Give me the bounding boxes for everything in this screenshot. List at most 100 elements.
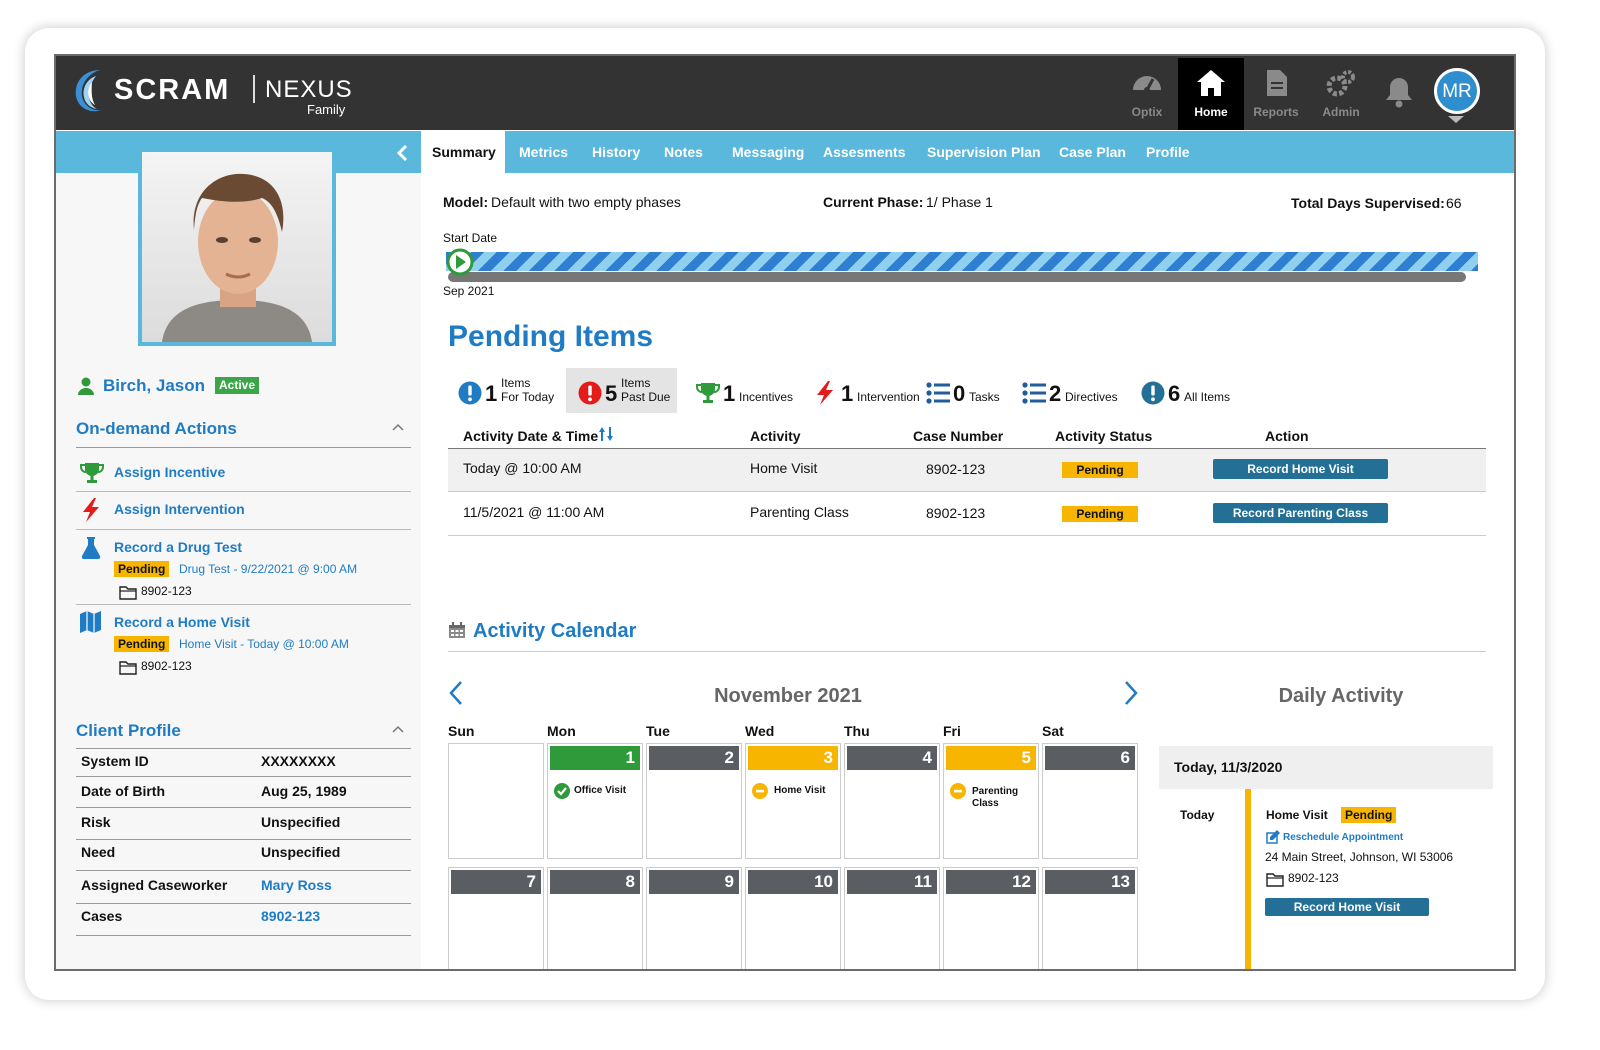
action-button[interactable]: Record Parenting Class <box>1213 503 1388 523</box>
day-header: 2 <box>649 746 739 770</box>
counter-icon-part <box>817 381 833 405</box>
action-icon-part <box>85 463 99 476</box>
notifications-bell-part <box>1386 78 1412 100</box>
section-heading: Activity Calendar <box>473 620 637 642</box>
avatar-initials: MR <box>1442 81 1472 102</box>
action-link[interactable]: Record a Drug Test <box>114 539 243 555</box>
nav-icon-part <box>1341 70 1355 84</box>
event-icon-part <box>756 789 764 793</box>
summary-label: Total Days Supervised: <box>1291 195 1445 211</box>
day-number: 6 <box>1120 748 1130 767</box>
event-label[interactable]: Home Visit <box>774 785 826 796</box>
edit-icon <box>1266 830 1280 844</box>
counter-count[interactable]: 0 <box>953 381 966 406</box>
tab[interactable]: Metrics <box>519 144 569 160</box>
day-number: 9 <box>724 872 734 891</box>
counter-count[interactable]: 1 <box>723 381 736 406</box>
daily-address: 24 Main Street, Johnson, WI 53006 <box>1265 850 1454 864</box>
action-link[interactable]: Assign Intervention <box>114 501 245 517</box>
column-header: Case Number <box>913 428 1004 444</box>
action-icon-part <box>87 480 97 483</box>
nav-item[interactable]: Optix <box>1131 105 1163 119</box>
cell-case: 8902-123 <box>926 505 986 521</box>
profile-label: Need <box>81 844 116 860</box>
action-case: 8902-123 <box>141 584 192 598</box>
tab[interactable]: Case Plan <box>1059 144 1126 160</box>
calendar-cell[interactable]: 1 Office Visit <box>547 743 643 859</box>
photo-placeholder-part <box>193 173 284 232</box>
profile-value[interactable]: 8902-123 <box>261 908 321 924</box>
timeline-track <box>448 272 1466 282</box>
action-link[interactable]: Assign Incentive <box>114 464 226 480</box>
daily-activity: Home Visit <box>1266 808 1328 822</box>
tab[interactable]: Notes <box>664 144 703 160</box>
calendar-cell[interactable]: 7 <box>448 867 544 969</box>
reschedule-link[interactable]: Reschedule Appointment <box>1283 832 1404 843</box>
tab[interactable]: Messaging <box>732 144 805 160</box>
counter-icon-part <box>706 395 710 400</box>
counter-icon-part <box>588 397 592 402</box>
counter-icon-part <box>703 400 713 403</box>
calendar-cell[interactable]: 5 Parenting Class <box>943 743 1039 859</box>
nav-icon <box>1326 70 1355 97</box>
photo-placeholder-part <box>225 272 251 279</box>
calendar-icon-part <box>460 622 462 626</box>
edit-icon-part <box>1270 830 1280 840</box>
profile-value: Aug 25, 1989 <box>261 783 347 799</box>
tab[interactable]: History <box>592 144 641 160</box>
counter-count[interactable]: 6 <box>1168 381 1181 406</box>
brand-logo-part <box>75 70 102 112</box>
section-title: On-demand Actions <box>76 419 237 438</box>
action-link[interactable]: Record a Home Visit <box>114 614 250 630</box>
edit-icon-part <box>1266 832 1278 844</box>
calendar-cell[interactable]: 2 <box>646 743 742 859</box>
calendar-cell[interactable]: 10 <box>745 867 841 969</box>
calendar-cell[interactable]: 11 <box>844 867 940 969</box>
tab[interactable]: Profile <box>1146 144 1190 160</box>
counter-count[interactable]: 5 <box>605 381 618 406</box>
counter-count[interactable]: 2 <box>1049 381 1062 406</box>
timeline-start-part <box>456 255 466 269</box>
profile-value[interactable]: Mary Ross <box>261 877 332 893</box>
tab[interactable]: Assesments <box>823 144 906 160</box>
tab[interactable]: Supervision Plan <box>927 144 1041 160</box>
counter-count[interactable]: 1 <box>841 381 854 406</box>
event-label[interactable]: Office Visit <box>574 785 627 796</box>
nav-item[interactable]: Admin <box>1322 105 1360 119</box>
divider <box>76 903 411 904</box>
status-badge: Pending <box>114 636 170 652</box>
cell-activity: Home Visit <box>750 460 818 476</box>
counter-icon-part <box>588 385 592 396</box>
avatar[interactable]: MR <box>1434 68 1480 114</box>
calendar-cell[interactable]: 9 <box>646 867 742 969</box>
counter-count[interactable]: 1 <box>485 381 498 406</box>
counter-icon <box>696 383 720 403</box>
tab[interactable]: Summary <box>432 144 496 160</box>
calendar-cell[interactable]: 3 Home Visit <box>745 743 841 859</box>
counter-icon-part <box>926 398 932 404</box>
table-line <box>448 535 1486 536</box>
day-header: 13 <box>1045 870 1135 894</box>
action-detail: Drug Test - 9/22/2021 @ 9:00 AM <box>179 562 358 576</box>
calendar-icon-part <box>451 630 454 632</box>
day-header: 1 <box>550 746 640 770</box>
action-button[interactable]: Record Home Visit <box>1265 898 1429 916</box>
calendar-cell[interactable]: 8 <box>547 867 643 969</box>
calendar-cell[interactable]: 13 <box>1042 867 1138 969</box>
prev-month-part <box>449 681 462 705</box>
calendar-icon-part <box>455 634 459 636</box>
day-header: 5 <box>946 746 1036 770</box>
nav-item[interactable]: Reports <box>1253 105 1299 119</box>
profile-value: Unspecified <box>261 844 341 860</box>
cell-case: 8902-123 <box>926 461 986 477</box>
event-label[interactable]: Parenting Class <box>972 786 1019 809</box>
nav-item[interactable]: Home <box>1194 105 1228 119</box>
divider <box>76 935 411 936</box>
calendar-cell[interactable]: 6 <box>1042 743 1138 859</box>
sort-icon-part <box>599 427 605 441</box>
summary-value: 1/ Phase 1 <box>926 194 993 210</box>
calendar-cell[interactable]: 12 <box>943 867 1039 969</box>
action-button[interactable]: Record Home Visit <box>1213 459 1388 479</box>
calendar-cell[interactable]: 4 <box>844 743 940 859</box>
status-badge: Pending <box>1062 462 1138 478</box>
